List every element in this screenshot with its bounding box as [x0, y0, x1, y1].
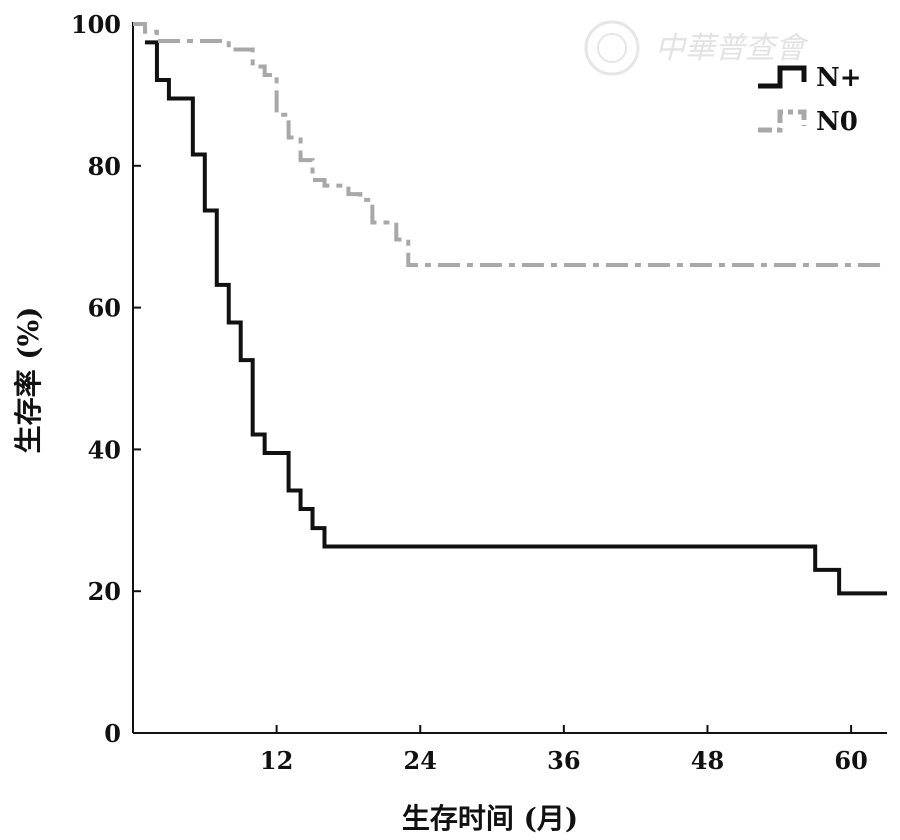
x-tick-label: 24 — [404, 746, 437, 775]
y-tick-label: 100 — [71, 10, 121, 39]
y-tick-label: 60 — [88, 294, 121, 323]
y-axis-title: 生存率 (%) — [12, 307, 45, 454]
x-tick-label: 60 — [834, 746, 867, 775]
legend-swatch-n0 — [758, 109, 807, 133]
legend-swatch-n-plus — [758, 65, 807, 89]
series-line-n-plus — [144, 40, 887, 596]
x-tick-label: 36 — [547, 746, 580, 775]
watermark-seal-icon — [584, 20, 640, 76]
legend-label-n0: N0 — [816, 107, 858, 137]
series-layer — [133, 22, 887, 596]
y-tick-label: 40 — [88, 435, 121, 464]
legend-label-n-plus: N+ — [816, 63, 862, 93]
x-tick-label: 12 — [260, 746, 293, 775]
watermark-seal-inner — [597, 33, 627, 63]
y-tick-label: 0 — [104, 719, 121, 748]
series-line-n0 — [133, 22, 887, 268]
watermark: 中華普查會 — [584, 20, 809, 76]
axes: 0 20 40 60 80 100 12 24 36 48 60 — [71, 10, 887, 775]
legend: N+ N0 — [758, 63, 862, 137]
y-tick-label: 20 — [88, 577, 121, 606]
x-tick-label: 48 — [691, 746, 724, 775]
x-axis-title: 生存时间 (月) — [402, 802, 578, 835]
watermark-text: 中華普查會 — [655, 31, 809, 66]
y-tick-label: 80 — [88, 152, 121, 181]
